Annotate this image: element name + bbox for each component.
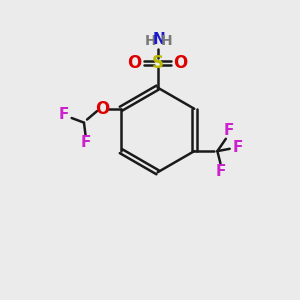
Text: F: F: [233, 140, 243, 155]
Text: F: F: [215, 164, 226, 179]
Text: O: O: [174, 54, 188, 72]
Text: H: H: [161, 34, 173, 48]
Text: O: O: [128, 54, 142, 72]
Text: H: H: [145, 34, 157, 48]
Text: N: N: [153, 32, 166, 47]
Text: F: F: [224, 123, 234, 138]
Text: F: F: [59, 107, 69, 122]
Text: F: F: [80, 135, 91, 150]
Text: O: O: [95, 100, 110, 118]
Text: S: S: [152, 54, 164, 72]
